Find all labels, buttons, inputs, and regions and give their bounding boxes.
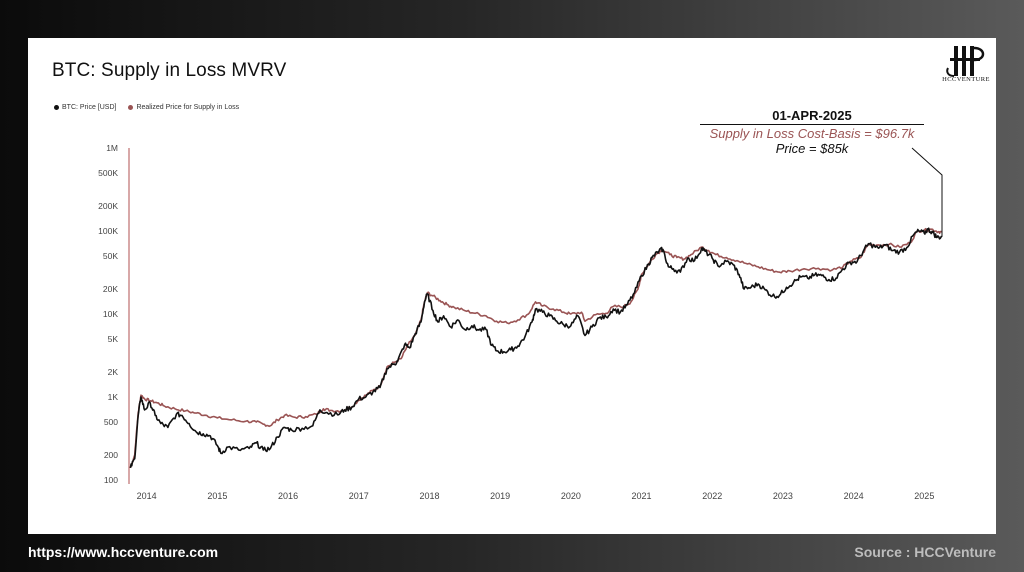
legend-label-price: BTC: Price [USD] [62,104,117,111]
x-tick-label: 2022 [702,491,722,501]
x-tick-label: 2019 [490,491,510,501]
x-tick-label: 2015 [207,491,227,501]
x-tick-label: 2014 [137,491,157,501]
x-tick-label: 2025 [914,491,934,501]
y-tick-label: 100 [104,475,118,485]
x-tick-label: 2018 [419,491,439,501]
y-tick-label: 50K [103,251,118,261]
x-tick-label: 2021 [632,491,652,501]
y-tick-label: 100K [98,226,118,236]
chart-plot: 1M 500K 200K 100K 50K 20K 10K 5K 2K 1K 500 200 100 20… [98,143,943,501]
annotation-leader-line [911,147,943,237]
x-tick-label: 2017 [349,491,369,501]
annotation-supply: Supply in Loss Cost-Basis = $96.7k [709,126,915,141]
legend-dot-price [54,105,59,110]
legend-label-realized: Realized Price for Supply in Loss [136,104,240,111]
x-tick-label: 2016 [278,491,298,501]
footer-url[interactable]: https://www.hccventure.com [28,544,219,560]
series-line-btc-price [129,227,943,469]
y-tick-label: 1M [106,143,118,153]
chart-title: BTC: Supply in Loss MVRV [52,60,287,81]
logo-text: HCCVENTURE [942,76,990,83]
y-tick-label: 200K [98,201,118,211]
annotation-price: Price = $85k [775,141,849,156]
chart-card: BTC: Supply in Loss MVRV BTC: Price [USD… [28,38,996,534]
annotation-box: 01-APR-2025 Supply in Loss Cost-Basis = … [700,108,924,156]
x-tick-label: 2023 [773,491,793,501]
y-tick-label: 20K [103,284,118,294]
legend: BTC: Price [USD] Realized Price for Supp… [54,104,239,111]
legend-dot-realized [128,105,134,110]
legend-item-realized: Realized Price for Supply in Loss [128,104,239,111]
legend-item-price: BTC: Price [USD] [54,104,116,111]
y-tick-label: 2K [108,367,119,377]
y-tick-label: 1K [108,392,119,402]
y-tick-label: 500K [98,168,118,178]
y-tick-label: 10K [103,309,118,319]
series-line-realized-price [129,227,943,469]
x-tick-label: 2020 [561,491,581,501]
y-tick-label: 500 [104,417,118,427]
logo-icon [946,46,985,77]
annotation-date: 01-APR-2025 [700,108,924,125]
x-tick-label: 2024 [844,491,864,501]
footer-source: Source : HCCVenture [854,544,996,560]
y-tick-label: 5K [108,334,119,344]
y-tick-label: 200 [104,450,118,460]
